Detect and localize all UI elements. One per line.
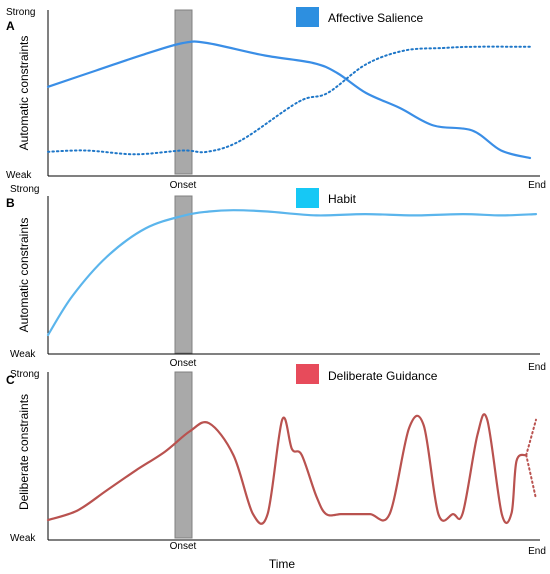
legend-swatch-c bbox=[296, 364, 319, 384]
panel-a: A Strong Weak Automatic constraints Onse… bbox=[6, 7, 546, 191]
legend-swatch-a bbox=[296, 7, 319, 27]
x-tick-onset-a: Onset bbox=[170, 180, 197, 191]
onset-bar-c bbox=[174, 371, 193, 539]
panel-b: B Strong Weak Automatic constraints Onse… bbox=[6, 184, 546, 373]
panel-letter-c: C bbox=[6, 373, 15, 387]
y-axis-label-a: Automatic constraints bbox=[17, 36, 31, 151]
legend-swatch-b bbox=[296, 188, 319, 208]
legend-label-a: Affective Salience bbox=[328, 11, 423, 25]
y-bottom-label-a: Weak bbox=[6, 170, 32, 181]
panel-c: C Strong Weak Deliberate constraints Ons… bbox=[6, 364, 546, 557]
panel-a-series-1-solid-line bbox=[46, 40, 532, 160]
onset-bar-b bbox=[174, 195, 193, 354]
legend-label-c: Deliberate Guidance bbox=[328, 369, 438, 383]
panel-c-series-3-dotted-line bbox=[525, 454, 537, 500]
y-top-label-a: Strong bbox=[6, 7, 35, 18]
panel-letter-a: A bbox=[6, 19, 15, 33]
x-tick-end-b: End bbox=[528, 362, 546, 373]
y-bottom-label-b: Weak bbox=[10, 349, 36, 360]
y-top-label-c: Strong bbox=[10, 369, 39, 380]
panel-b-series-1-solid-line bbox=[46, 209, 538, 337]
x-tick-end-c: End bbox=[528, 546, 546, 557]
y-bottom-label-c: Weak bbox=[10, 533, 36, 544]
legend-label-b: Habit bbox=[328, 192, 357, 206]
panel-c-series-2-dotted-line bbox=[525, 418, 537, 457]
x-tick-onset-b: Onset bbox=[170, 358, 197, 369]
onset-bar-a bbox=[174, 9, 193, 175]
y-top-label-b: Strong bbox=[10, 184, 39, 195]
panel-c-series-1-solid-line bbox=[46, 413, 528, 525]
y-axis-label-c: Deliberate constraints bbox=[17, 394, 31, 510]
x-tick-onset-c: Onset bbox=[170, 541, 197, 552]
x-axis-title: Time bbox=[269, 557, 296, 571]
x-tick-end-a: End bbox=[528, 180, 546, 191]
panel-a-series-2-dotted-line bbox=[47, 45, 531, 156]
y-axis-label-b: Automatic constraints bbox=[17, 218, 31, 333]
panel-letter-b: B bbox=[6, 196, 15, 210]
